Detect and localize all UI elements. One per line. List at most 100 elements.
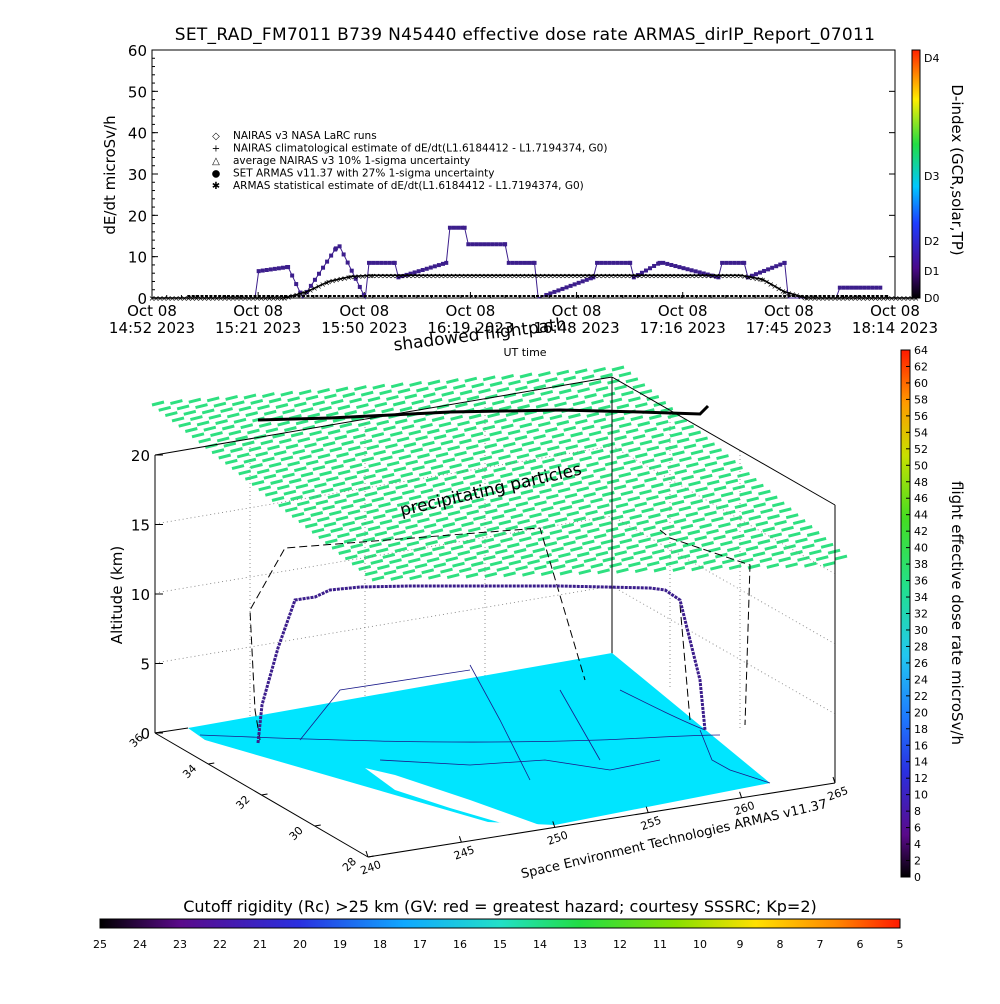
series-point-armas-stat: × bbox=[620, 271, 627, 280]
series-point-armas-stat: × bbox=[230, 294, 237, 303]
nairas-baseline-point bbox=[778, 295, 782, 297]
nairas-baseline-point bbox=[249, 295, 253, 297]
nairas-baseline-point bbox=[602, 295, 606, 297]
series-point-armas-stat: × bbox=[753, 274, 760, 283]
nairas-baseline-point bbox=[262, 295, 266, 297]
nairas-baseline-point bbox=[257, 295, 261, 297]
series-point-armas bbox=[837, 285, 842, 290]
series-point-armas-stat: × bbox=[246, 294, 253, 303]
series-point-armas bbox=[648, 266, 653, 271]
legend-symbol: ◇ bbox=[212, 131, 220, 142]
series-point-armas-stat: × bbox=[325, 277, 332, 286]
top-y-tick-label: 40 bbox=[128, 125, 147, 143]
series-point-armas-stat: × bbox=[531, 271, 538, 280]
series-point-armas-stat: × bbox=[771, 282, 778, 291]
series-point-armas-stat: × bbox=[363, 272, 370, 281]
nairas-baseline-point bbox=[266, 295, 270, 297]
dose-tick-label: 0 bbox=[914, 871, 921, 884]
series-point-armas-stat: × bbox=[757, 275, 764, 284]
nairas-baseline-point bbox=[553, 295, 557, 297]
series-point-armas bbox=[462, 225, 467, 230]
nairas-baseline-point bbox=[253, 295, 257, 297]
legend-symbol: + bbox=[212, 144, 220, 155]
series-point-armas-stat: × bbox=[169, 294, 176, 303]
series-point-armas-stat: × bbox=[576, 271, 583, 280]
series-point-armas-stat: × bbox=[811, 294, 818, 303]
series-point-armas-stat: × bbox=[446, 271, 453, 280]
series-point-armas-stat: × bbox=[507, 271, 514, 280]
series-line-1 bbox=[152, 274, 918, 299]
nairas-baseline-point bbox=[862, 295, 866, 297]
dose-tick-label: 16 bbox=[914, 739, 928, 752]
nairas-baseline-point bbox=[836, 295, 840, 297]
nairas-baseline-point bbox=[747, 295, 751, 297]
series-point-armas bbox=[720, 260, 725, 265]
series-point-armas-stat: × bbox=[876, 294, 883, 303]
nairas-baseline-point bbox=[796, 295, 800, 297]
nairas-baseline-point bbox=[430, 295, 434, 297]
dindex-ticks: D4 D3 D2 D1 D0 bbox=[924, 52, 939, 305]
series-point-armas-stat: × bbox=[733, 271, 740, 280]
nairas-baseline-point bbox=[703, 295, 707, 297]
nairas-baseline-point bbox=[712, 295, 716, 297]
series-point-armas bbox=[862, 285, 867, 290]
cutoff-rigidity-title: Cutoff rigidity (Rc) >25 km (GV: red = g… bbox=[183, 897, 817, 916]
nairas-baseline-point bbox=[800, 295, 804, 297]
series-point-armas-stat: × bbox=[341, 274, 348, 283]
series-point-armas-stat: × bbox=[775, 284, 782, 293]
series-point-armas-stat: × bbox=[515, 271, 522, 280]
nairas-baseline-point bbox=[443, 295, 447, 297]
nairas-baseline-point bbox=[708, 295, 712, 297]
nairas-baseline-point bbox=[761, 295, 765, 297]
series-point-armas bbox=[657, 260, 662, 265]
series-point-armas-stat: × bbox=[278, 294, 285, 303]
flight-shadow-dashed bbox=[249, 527, 751, 741]
top-x-tick-date: Oct 08 bbox=[552, 302, 602, 320]
nairas-baseline-point bbox=[822, 295, 826, 297]
series-point-armas-stat: × bbox=[697, 271, 704, 280]
altitude-axis-label: Altitude (km) bbox=[108, 546, 126, 644]
series-point-armas-stat: × bbox=[560, 271, 567, 280]
series-point-armas bbox=[588, 276, 593, 281]
nairas-baseline-point bbox=[293, 295, 297, 297]
series-point-armas-stat: × bbox=[745, 273, 752, 282]
series-point-armas-stat: × bbox=[487, 271, 494, 280]
longitude-tick-mark bbox=[645, 806, 649, 813]
nairas-baseline-point bbox=[611, 295, 615, 297]
dindex-tick-label: D2 bbox=[924, 235, 939, 248]
legend-label: ARMAS statistical estimate of dE/dt(L1.6… bbox=[233, 180, 584, 192]
series-point-armas bbox=[713, 274, 718, 279]
series-point-armas bbox=[518, 260, 523, 265]
series-point-armas-stat: × bbox=[254, 294, 261, 303]
legend-label: SET ARMAS v11.37 with 27% 1-sigma uncert… bbox=[233, 168, 495, 180]
series-point-armas-stat: × bbox=[381, 271, 388, 280]
series-point-armas bbox=[400, 274, 405, 279]
series-point-armas bbox=[689, 268, 694, 273]
rc-tick-label: 22 bbox=[213, 938, 227, 951]
latitude-tick-label: 34 bbox=[180, 762, 199, 781]
dose-tick-label: 58 bbox=[914, 393, 928, 406]
series-point-armas bbox=[749, 273, 754, 278]
series-point-armas-stat: × bbox=[345, 273, 352, 282]
top-y-axis-label: dE/dt microSv/h bbox=[101, 115, 119, 234]
map-borders bbox=[199, 664, 771, 784]
series-point-armas-stat: × bbox=[402, 271, 409, 280]
series-point-armas-stat: × bbox=[266, 294, 273, 303]
rc-tick-label: 6 bbox=[857, 938, 864, 951]
nairas-baseline-point bbox=[403, 295, 407, 297]
nairas-baseline-point bbox=[240, 295, 244, 297]
series-point-armas bbox=[669, 262, 674, 267]
series-point-armas-stat: × bbox=[657, 271, 664, 280]
top-series-layer: ××××××××××××××××××××××××××××××××××××××××… bbox=[149, 225, 919, 303]
rc-tick-label: 19 bbox=[333, 938, 347, 951]
nairas-baseline-point bbox=[756, 295, 760, 297]
nairas-baseline-point bbox=[681, 295, 685, 297]
nairas-baseline-point bbox=[227, 295, 231, 297]
nairas-baseline-point bbox=[222, 295, 226, 297]
nairas-baseline-point bbox=[346, 295, 350, 297]
top-x-tick-date: Oct 08 bbox=[870, 302, 920, 320]
nairas-baseline-point bbox=[385, 295, 389, 297]
series-point-armas-stat: × bbox=[270, 294, 277, 303]
nairas-baseline-point bbox=[769, 295, 773, 297]
nairas-baseline-point bbox=[513, 295, 517, 297]
